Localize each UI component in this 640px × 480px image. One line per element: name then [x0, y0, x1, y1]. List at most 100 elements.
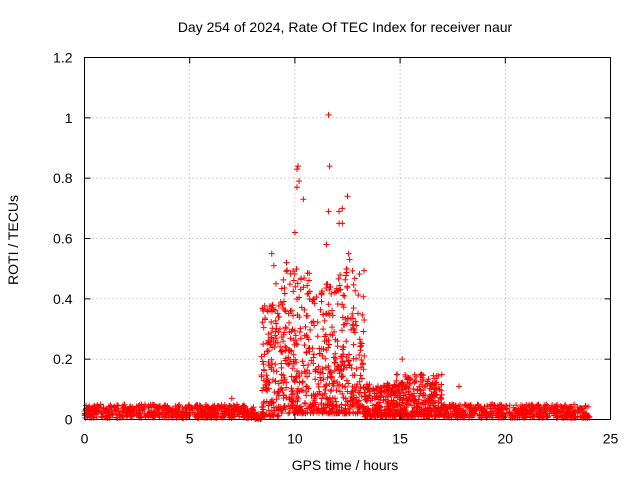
data-point — [385, 386, 392, 393]
x-tick-label: 20 — [498, 431, 514, 447]
data-point — [461, 401, 468, 408]
data-point — [367, 388, 374, 395]
data-point — [343, 269, 350, 276]
data-point — [581, 413, 588, 420]
data-point — [315, 405, 322, 412]
data-point — [316, 390, 323, 397]
data-point — [289, 365, 296, 372]
x-tick-label: 0 — [81, 431, 89, 447]
data-point — [414, 387, 421, 394]
data-point — [410, 398, 417, 405]
data-point — [402, 410, 409, 417]
data-point — [204, 411, 211, 418]
data-point — [385, 387, 392, 394]
data-point — [393, 400, 400, 407]
data-point — [126, 408, 133, 415]
data-point — [491, 402, 498, 409]
data-point — [259, 409, 266, 416]
data-point — [271, 407, 278, 414]
data-point — [301, 306, 308, 313]
data-point — [175, 402, 182, 409]
data-point — [260, 367, 267, 374]
data-point — [283, 268, 290, 275]
data-point — [274, 310, 281, 317]
data-point — [389, 406, 396, 413]
data-point — [281, 284, 288, 291]
data-point — [325, 363, 332, 370]
data-point — [453, 412, 460, 419]
data-point — [268, 400, 275, 407]
y-tick-labels: 0 0.2 0.4 0.6 0.8 1 1.2 — [53, 50, 73, 428]
data-point — [390, 397, 397, 404]
data-point — [310, 360, 317, 367]
data-point — [278, 385, 285, 392]
data-point — [393, 408, 400, 415]
data-point — [411, 405, 418, 412]
data-point — [258, 372, 265, 379]
data-point — [300, 362, 307, 369]
data-point — [340, 304, 347, 311]
data-point — [290, 312, 297, 319]
data-point — [351, 372, 358, 379]
data-point — [282, 343, 289, 350]
data-point — [488, 408, 495, 415]
data-point — [281, 375, 288, 382]
data-point — [297, 325, 304, 332]
data-point — [120, 404, 127, 411]
data-point — [283, 259, 290, 266]
data-point — [558, 408, 565, 415]
data-point — [304, 373, 311, 380]
data-point — [369, 402, 376, 409]
data-point — [411, 371, 418, 378]
data-point — [293, 265, 300, 272]
data-point — [289, 391, 296, 398]
data-point — [433, 379, 440, 386]
data-point — [489, 401, 496, 408]
data-point — [151, 411, 158, 418]
data-point — [327, 388, 334, 395]
data-point — [261, 302, 268, 309]
data-point — [283, 384, 290, 391]
data-point — [389, 385, 396, 392]
data-point — [380, 396, 387, 403]
data-point — [396, 411, 403, 418]
data-point — [295, 395, 302, 402]
data-point — [104, 412, 111, 419]
data-point — [306, 277, 313, 284]
data-point — [480, 406, 487, 413]
data-point — [278, 364, 285, 371]
data-point — [292, 283, 299, 290]
data-point — [420, 387, 427, 394]
data-point — [275, 412, 282, 419]
data-point — [290, 351, 297, 358]
data-point — [288, 373, 295, 380]
data-point — [298, 370, 305, 377]
data-point — [292, 337, 299, 344]
data-point — [277, 299, 284, 306]
data-point — [323, 241, 330, 248]
data-point — [259, 412, 266, 419]
data-point — [263, 398, 270, 405]
data-point — [360, 293, 367, 300]
data-point — [282, 308, 289, 315]
data-point — [114, 402, 121, 409]
data-point — [280, 395, 287, 402]
data-point — [291, 378, 298, 385]
data-point — [289, 405, 296, 412]
data-point — [342, 276, 349, 283]
data-point — [386, 408, 393, 415]
data-point — [481, 407, 488, 414]
data-point — [264, 348, 271, 355]
data-point — [349, 267, 356, 274]
data-point — [169, 407, 176, 414]
data-point — [484, 402, 491, 409]
data-point — [351, 329, 358, 336]
data-point — [317, 377, 324, 384]
data-point — [424, 407, 431, 414]
data-point — [294, 166, 301, 173]
data-point — [356, 404, 363, 411]
data-point — [329, 307, 336, 314]
data-point — [202, 405, 209, 412]
data-point — [361, 316, 368, 323]
data-point — [344, 283, 351, 290]
